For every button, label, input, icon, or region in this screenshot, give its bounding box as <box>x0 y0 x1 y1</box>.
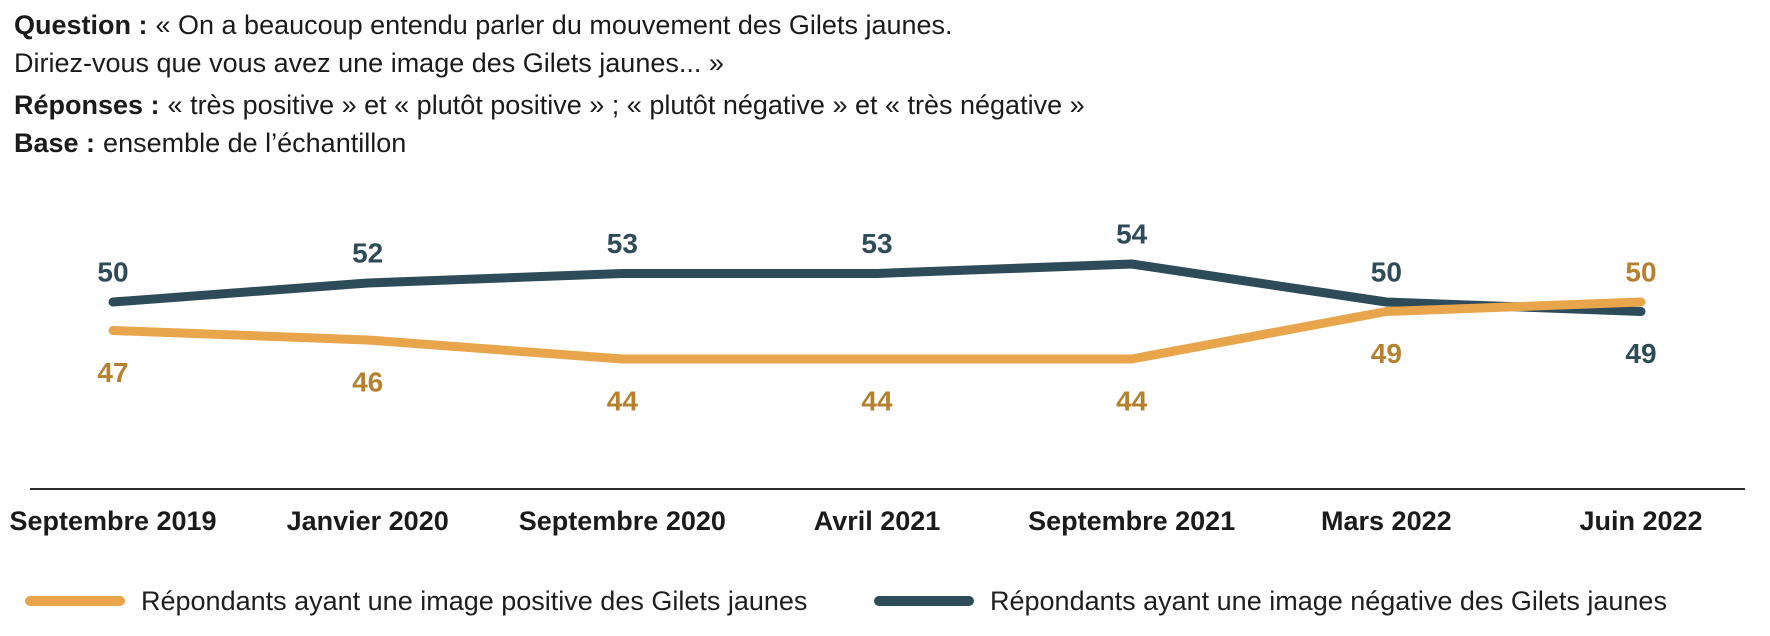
value-label-positive-6: 50 <box>1625 256 1656 287</box>
base-label: Base : <box>14 128 96 158</box>
x-axis-label-4: Septembre 2021 <box>1028 506 1235 536</box>
question-label: Question : <box>14 10 148 40</box>
value-label-negative-3: 53 <box>861 228 892 259</box>
value-label-negative-2: 53 <box>607 228 638 259</box>
series-line-positive <box>108 297 1646 364</box>
x-axis-label-0: Septembre 2019 <box>9 506 216 536</box>
legend-item-positive: Répondants ayant une image positive des … <box>25 581 807 621</box>
base-line: Base : ensemble de l’échantillon <box>14 124 1750 162</box>
x-axis-label-6: Juin 2022 <box>1579 506 1702 536</box>
responses-label: Réponses : <box>14 90 160 120</box>
value-label-positive-5: 49 <box>1371 338 1402 369</box>
chart-legend: Répondants ayant une image positive des … <box>0 581 1770 621</box>
value-label-negative-0: 50 <box>97 256 128 287</box>
responses-text: « très positive » et « plutôt positive »… <box>167 90 1085 120</box>
x-axis-label-3: Avril 2021 <box>814 506 941 536</box>
legend-label-positive: Répondants ayant une image positive des … <box>141 585 808 616</box>
value-label-positive-2: 44 <box>607 385 639 416</box>
legend-item-negative: Répondants ayant une image négative des … <box>874 581 1667 621</box>
x-axis-label-1: Janvier 2020 <box>287 506 449 536</box>
base-text: ensemble de l’échantillon <box>103 128 407 158</box>
question-line-1: Question : « On a beaucoup entendu parler… <box>14 6 1750 44</box>
value-label-negative-1: 52 <box>352 237 383 268</box>
legend-swatch-positive <box>25 596 125 606</box>
value-label-positive-1: 46 <box>352 366 383 397</box>
question-line-2: Diriez-vous que vous avez une image des … <box>14 48 724 78</box>
legend-label-negative: Répondants ayant une image négative des … <box>990 585 1667 616</box>
value-label-negative-5: 50 <box>1371 256 1402 287</box>
value-label-positive-4: 44 <box>1116 385 1148 416</box>
question-text-1: « On a beaucoup entendu parler du mouvem… <box>155 10 953 40</box>
series-line-negative <box>108 259 1646 316</box>
legend-swatch-negative <box>874 596 974 606</box>
x-axis-label-5: Mars 2022 <box>1321 506 1452 536</box>
value-label-positive-3: 44 <box>861 385 893 416</box>
x-axis-label-2: Septembre 2020 <box>519 506 726 536</box>
value-label-negative-4: 54 <box>1116 218 1148 249</box>
value-label-negative-6: 49 <box>1625 338 1656 369</box>
chart-header: Question : « On a beaucoup entendu parler… <box>14 6 1750 162</box>
value-label-positive-0: 47 <box>97 357 128 388</box>
responses-line: Réponses : « très positive » et « plutôt … <box>14 86 1750 124</box>
